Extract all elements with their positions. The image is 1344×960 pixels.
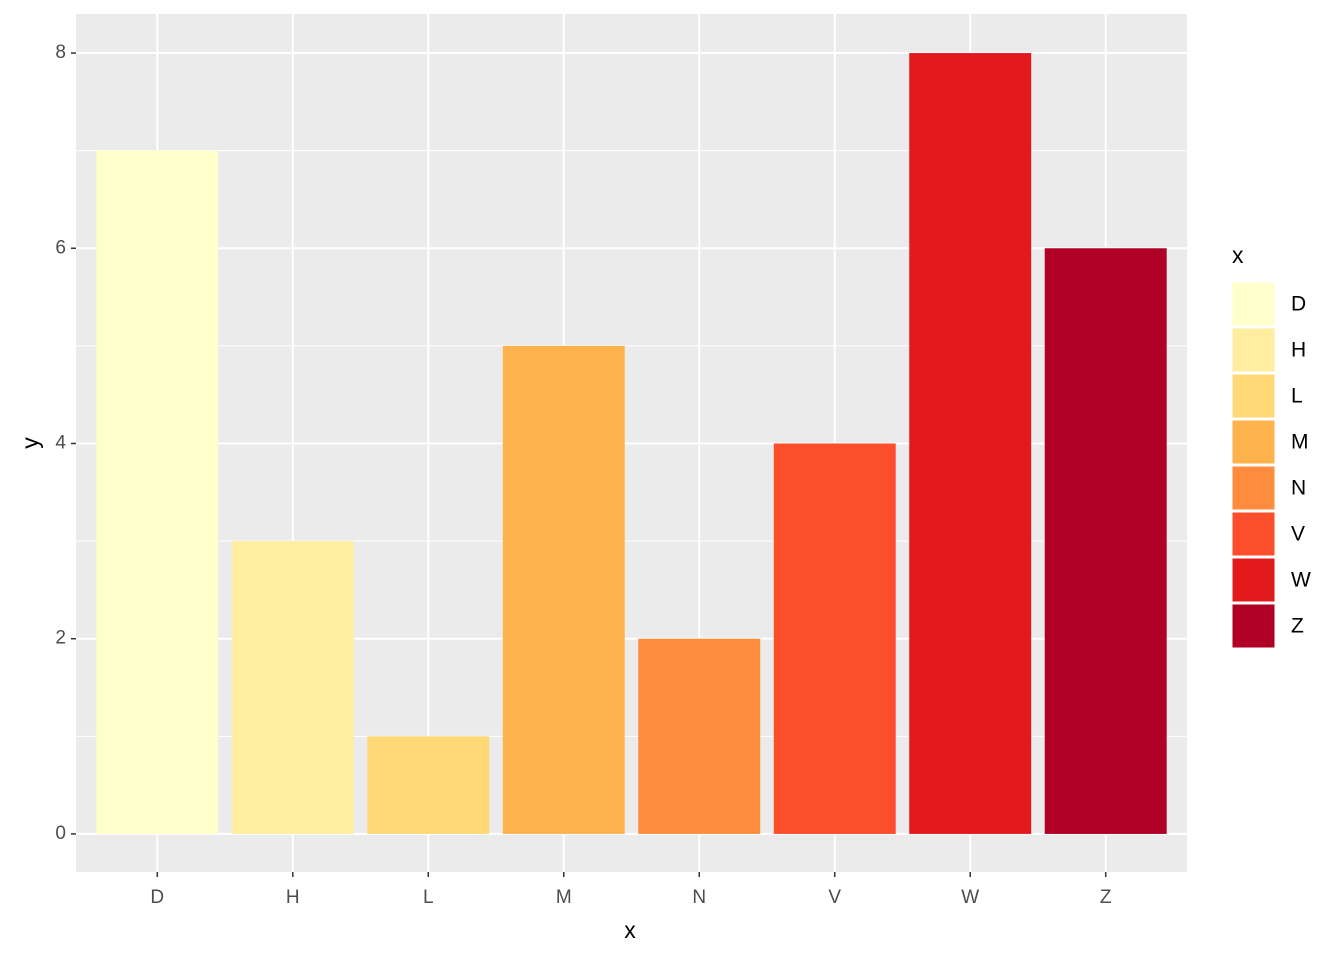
x-tick-label: M (556, 887, 572, 908)
legend-key (1231, 465, 1276, 511)
legend-key (1231, 557, 1276, 603)
legend-label: M (1291, 431, 1309, 454)
x-tick-label: H (286, 887, 300, 908)
bar (367, 736, 490, 834)
legend-label: D (1291, 293, 1306, 316)
x-tick-label: Z (1100, 887, 1112, 908)
y-tick-label: 6 (55, 237, 66, 258)
legend-label: V (1291, 523, 1305, 546)
x-tick-label: N (692, 887, 706, 908)
bar (1044, 248, 1167, 834)
y-tick-label: 2 (55, 628, 66, 649)
x-tick-label: V (828, 887, 841, 908)
legend-label: N (1291, 477, 1306, 500)
legend-label: W (1291, 569, 1311, 592)
y-axis-title: y (17, 437, 43, 449)
y-tick-label: 8 (55, 42, 66, 63)
bar (502, 345, 625, 834)
legend-label: L (1291, 385, 1303, 408)
legend-key (1231, 511, 1276, 557)
x-axis-title: x (624, 917, 636, 943)
y-tick-label: 0 (55, 823, 66, 844)
legend-key (1231, 419, 1276, 465)
legend-key (1231, 373, 1276, 419)
bar (909, 53, 1032, 834)
bar (231, 541, 354, 834)
legend-label: H (1291, 339, 1306, 362)
legend-key (1231, 603, 1276, 649)
legend-title: x (1232, 242, 1244, 268)
legend-key (1231, 327, 1276, 373)
x-tick-label: D (150, 887, 164, 908)
bar (96, 150, 219, 834)
bar (638, 638, 761, 834)
legend-label: Z (1291, 615, 1304, 638)
legend-key (1231, 281, 1276, 327)
y-tick-label: 4 (55, 433, 66, 454)
x-tick-label: L (423, 887, 434, 908)
bar (773, 443, 896, 834)
x-tick-label: W (961, 887, 979, 908)
